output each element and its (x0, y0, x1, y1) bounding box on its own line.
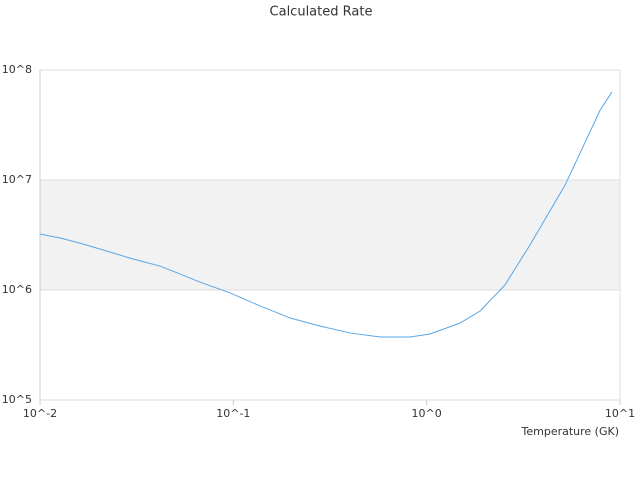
x-axis-label: Temperature (GK) (521, 425, 620, 438)
y-tick-label: 10^6 (2, 283, 32, 296)
y-tick-label: 10^8 (2, 63, 32, 76)
y-tick-label: 10^7 (2, 173, 32, 186)
grid-band (40, 180, 620, 290)
x-tick-label: 10^-2 (23, 407, 57, 420)
x-tick-label: 10^0 (412, 407, 442, 420)
chart-title: Calculated Rate (270, 5, 373, 20)
y-tick-label: 10^5 (2, 393, 32, 406)
line-series (39, 91, 613, 338)
x-tick-label: 10^-1 (216, 407, 250, 420)
x-tick-label: 10^1 (605, 407, 635, 420)
